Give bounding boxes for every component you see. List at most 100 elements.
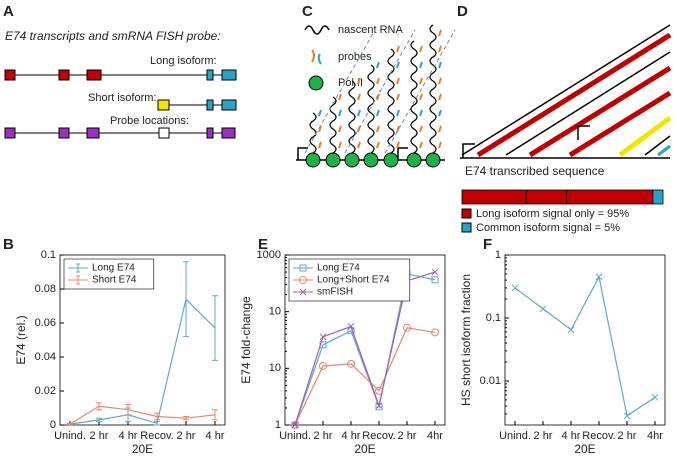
exon <box>221 69 237 81</box>
y-tick-label: 1000 <box>257 249 281 261</box>
probe <box>158 127 170 139</box>
probe <box>438 141 442 149</box>
panel-a-title: E74 transcripts and smRNA FISH probe: <box>5 29 221 43</box>
plot-frame <box>284 254 446 426</box>
nascent-rna <box>429 24 437 154</box>
probe <box>419 93 423 101</box>
error-bar <box>154 412 160 421</box>
exon <box>206 99 214 111</box>
legend-label: Long isoform signal only = 95% <box>476 208 629 220</box>
exon <box>4 69 16 81</box>
x-tick-label: 4 hr <box>206 430 225 442</box>
x-tick-label: 2 hr <box>534 430 553 442</box>
x-tick-label: 2 hr <box>398 430 417 442</box>
probe <box>419 141 423 149</box>
marker <box>431 328 439 337</box>
series-line <box>294 271 436 426</box>
pol-ii <box>305 152 321 168</box>
diagonal <box>476 32 672 158</box>
y-label: E74 (rel.) <box>14 315 28 364</box>
panel-letter: B <box>3 236 14 253</box>
pol-ii <box>325 152 341 168</box>
legend-pol <box>308 75 324 91</box>
series-line <box>294 273 436 426</box>
probe <box>419 109 423 117</box>
x-label: E74 transcribed sequence <box>465 164 605 178</box>
probe <box>396 77 400 85</box>
x-tick-label: Unind. <box>499 430 531 442</box>
probe <box>357 93 361 101</box>
probe <box>4 127 16 139</box>
y-tick-label: 0.06 <box>35 317 56 329</box>
marker <box>375 402 383 409</box>
probe <box>58 127 70 139</box>
panel-letter: E <box>258 236 268 253</box>
legend-probe <box>311 49 315 63</box>
error-bar <box>183 416 189 421</box>
y-tick-label: 0.01 <box>480 375 501 387</box>
legend-label: Long E74 <box>92 263 135 274</box>
y-tick-label: 0.04 <box>35 351 56 363</box>
signal-bar <box>461 189 664 205</box>
nascent-rna <box>329 96 337 154</box>
probe <box>376 141 380 149</box>
tss-arrow <box>462 143 475 158</box>
error-bar <box>96 402 102 411</box>
row-label: Short isoform: <box>88 92 156 104</box>
x-tick-label: 2 hr <box>618 430 637 442</box>
marker <box>623 412 631 420</box>
series-line <box>69 298 216 425</box>
dashed-guide <box>344 29 416 154</box>
marker <box>567 326 575 334</box>
y-label: E74 fold-change <box>239 296 253 384</box>
legend-probe <box>317 53 322 65</box>
series-line <box>294 327 436 426</box>
x-label: 20E <box>354 442 375 456</box>
series-line <box>69 405 216 425</box>
probe <box>357 109 361 117</box>
x-tick-label: 4hr <box>647 430 663 442</box>
probe <box>419 77 423 85</box>
error-bar <box>212 409 218 421</box>
probe <box>396 141 400 149</box>
x-tick-label: Recov. <box>582 430 615 442</box>
diagonal <box>505 51 671 156</box>
probe <box>318 125 322 133</box>
probe <box>396 125 400 133</box>
diagonal <box>461 24 671 156</box>
y-tick-label: 10 <box>269 362 281 374</box>
probe <box>86 127 100 139</box>
nascent-rna <box>348 80 356 154</box>
tss-arrow <box>397 147 408 160</box>
probe <box>338 125 342 133</box>
panel-letter: C <box>302 3 313 20</box>
marker <box>403 323 411 332</box>
y-tick-label: 1 <box>495 249 501 261</box>
bar-segment <box>461 189 654 205</box>
probe <box>419 45 423 53</box>
probe <box>396 61 400 69</box>
error-bar <box>212 295 218 361</box>
probe <box>318 141 322 149</box>
diagonal <box>528 65 672 158</box>
marker <box>539 305 547 313</box>
probe <box>419 125 423 133</box>
nascent-rna <box>387 48 395 154</box>
probe <box>396 93 400 101</box>
marker <box>595 273 603 281</box>
probe <box>438 45 442 53</box>
dashed-guide <box>384 29 456 154</box>
pol-ii <box>406 152 422 168</box>
tss-arrow <box>577 125 590 140</box>
pol-ii <box>383 152 399 168</box>
probe <box>338 109 342 117</box>
tss-arrow <box>297 147 308 160</box>
x-tick-label: 2 hr <box>177 430 196 442</box>
legend-label: smFISH <box>317 287 353 298</box>
probe <box>376 77 380 85</box>
x-tick-label: Unind. <box>54 430 86 442</box>
